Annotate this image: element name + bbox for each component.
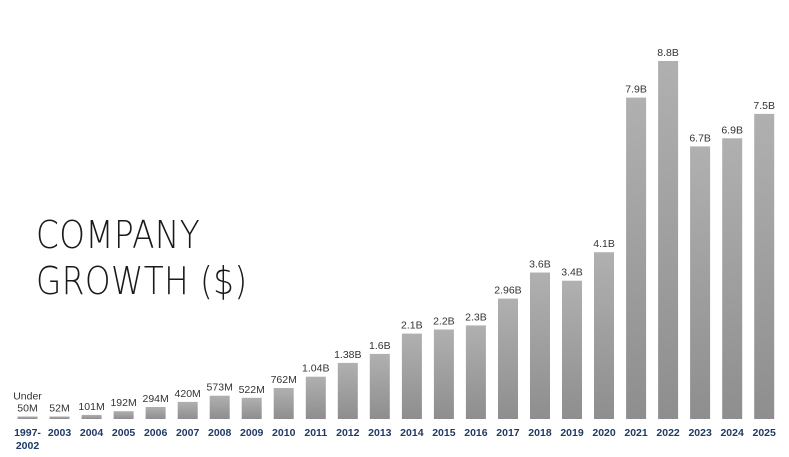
- category-label-2009: 2009: [240, 427, 264, 439]
- bar-2021: [626, 97, 647, 419]
- category-label-2023: 2023: [688, 427, 712, 439]
- bar-2004: [81, 414, 102, 419]
- category-label-2021: 2021: [624, 427, 648, 439]
- value-label-2008: 573M: [207, 382, 233, 394]
- category-label-2022: 2022: [656, 427, 680, 439]
- value-label-2014: 2.1B: [401, 320, 423, 332]
- value-label-2011: 1.04B: [302, 363, 329, 375]
- bar-2012: [337, 362, 358, 419]
- value-label-2006: 294M: [142, 393, 168, 405]
- value-label-2016: 2.3B: [465, 311, 487, 323]
- value-label-2005: 192M: [110, 397, 136, 409]
- value-label-2024: 6.9B: [721, 124, 743, 136]
- bar-2010: [273, 388, 294, 419]
- category-label-2004: 2004: [80, 427, 104, 439]
- category-label-2011: 2011: [304, 427, 327, 439]
- category-label-2003: 2003: [48, 427, 72, 439]
- value-label-2019: 3.4B: [561, 267, 583, 279]
- bar-2005: [113, 411, 134, 419]
- bar-2020: [594, 252, 614, 419]
- bar-2024: [722, 138, 743, 420]
- category-label-2015: 2015: [432, 427, 456, 439]
- value-label-2015: 2.2B: [433, 316, 455, 328]
- category-label-2007: 2007: [176, 427, 200, 439]
- bar-2008: [209, 395, 230, 419]
- category-label-2008: 2008: [208, 427, 232, 439]
- bar-2015: [433, 329, 454, 419]
- value-label-2003: 52M: [49, 403, 69, 415]
- category-label-1997-2002: 1997-2002: [14, 427, 41, 452]
- value-label-2009: 522M: [239, 384, 265, 396]
- category-label-2017: 2017: [496, 427, 520, 439]
- bar-2011: [305, 376, 326, 419]
- chart-title: COMPANY GROWTH ($): [36, 212, 248, 304]
- bar-2009: [241, 397, 262, 419]
- bar-2017: [498, 298, 518, 419]
- value-label-2021: 7.9B: [625, 84, 647, 96]
- bar-2007: [177, 401, 198, 419]
- bar-2023: [690, 146, 711, 419]
- bar-2016: [465, 325, 486, 419]
- bar-2006: [145, 407, 166, 419]
- value-label-2013: 1.6B: [369, 340, 391, 352]
- category-label-2013: 2013: [368, 427, 392, 439]
- value-label-2017: 2.96B: [494, 285, 521, 297]
- bar-2019: [562, 280, 582, 419]
- category-label-2024: 2024: [720, 427, 744, 439]
- title-line-1: COMPANY: [36, 213, 201, 257]
- bar-1997-2002: [17, 416, 38, 419]
- category-label-2025: 2025: [753, 427, 777, 439]
- category-label-2006: 2006: [144, 427, 168, 439]
- value-label-2010: 762M: [271, 374, 297, 386]
- value-label-2018: 3.6B: [529, 259, 551, 271]
- bar-2022: [658, 61, 679, 419]
- bar-2018: [530, 272, 550, 419]
- category-label-2014: 2014: [400, 427, 424, 439]
- value-label-2025: 7.5B: [753, 100, 775, 112]
- value-label-2023: 6.7B: [689, 132, 711, 144]
- value-label-1997-2002: Under 50M: [13, 391, 42, 415]
- category-label-2018: 2018: [528, 427, 552, 439]
- title-line-2: GROWTH ($): [36, 259, 248, 303]
- bar-2003: [49, 416, 70, 419]
- bar-2013: [369, 353, 390, 419]
- bar-2014: [401, 333, 422, 419]
- category-label-2020: 2020: [592, 427, 616, 439]
- category-label-2012: 2012: [336, 427, 360, 439]
- bar-2025: [754, 113, 775, 420]
- value-label-2007: 420M: [175, 388, 201, 400]
- category-label-2016: 2016: [464, 427, 488, 439]
- value-label-2020: 4.1B: [593, 238, 615, 250]
- category-label-2019: 2019: [560, 427, 584, 439]
- value-label-2022: 8.8B: [657, 47, 679, 59]
- value-label-2012: 1.38B: [334, 349, 361, 361]
- category-label-2005: 2005: [112, 427, 136, 439]
- category-label-2010: 2010: [272, 427, 296, 439]
- value-label-2004: 101M: [78, 401, 104, 413]
